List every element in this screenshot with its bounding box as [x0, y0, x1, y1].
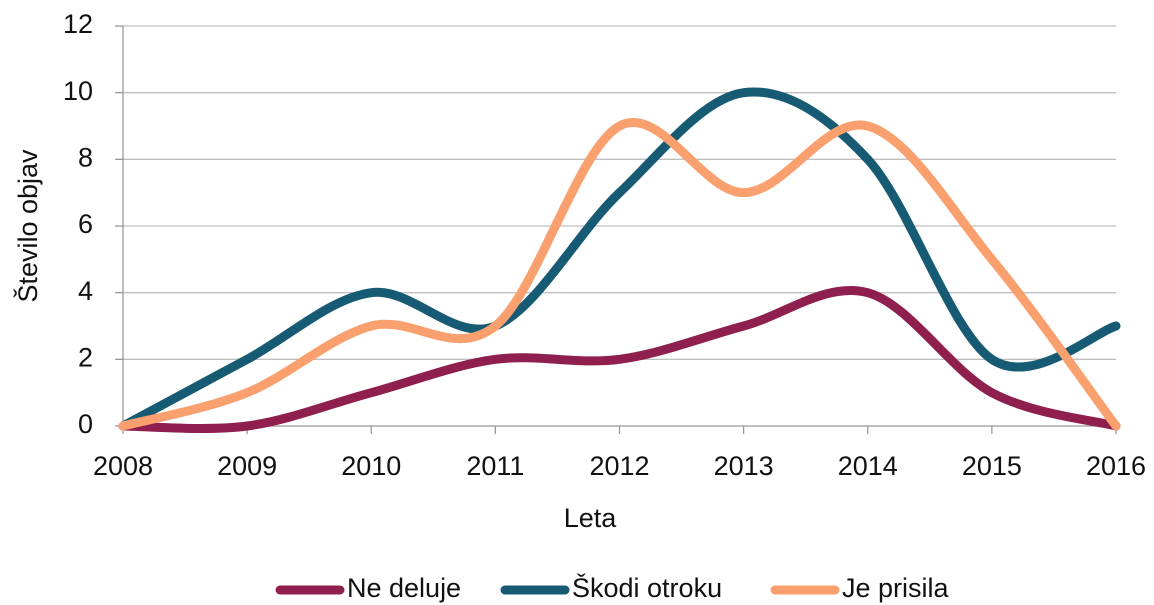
- y-tick-label: 6: [78, 209, 93, 239]
- x-tick-label: 2008: [93, 451, 153, 481]
- x-tick-label: 2010: [341, 451, 401, 481]
- y-axis-label: Število objav: [12, 149, 43, 303]
- x-tick-label: 2015: [962, 451, 1022, 481]
- y-tick-label: 10: [63, 76, 93, 106]
- y-tick-label: 0: [78, 409, 93, 439]
- x-axis-label: Leta: [564, 503, 618, 533]
- y-tick-label: 2: [78, 342, 93, 372]
- legend-label: Je prisila: [842, 573, 950, 603]
- y-tick-label: 4: [78, 276, 93, 306]
- legend-label: Ne deluje: [347, 573, 461, 603]
- x-tick-label: 2016: [1086, 451, 1146, 481]
- x-tick-label: 2012: [589, 451, 649, 481]
- x-tick-label: 2011: [466, 451, 524, 481]
- series-line: [118, 87, 1121, 431]
- series-line: [118, 286, 1121, 433]
- series-line: [118, 118, 1121, 431]
- y-tick-label: 8: [78, 142, 93, 172]
- x-tick-label: 2009: [217, 451, 277, 481]
- x-tick-label: 2014: [838, 451, 898, 481]
- x-tick-label: 2013: [714, 451, 774, 481]
- legend-label: Škodi otroku: [572, 572, 722, 603]
- y-tick-label: 12: [63, 9, 93, 39]
